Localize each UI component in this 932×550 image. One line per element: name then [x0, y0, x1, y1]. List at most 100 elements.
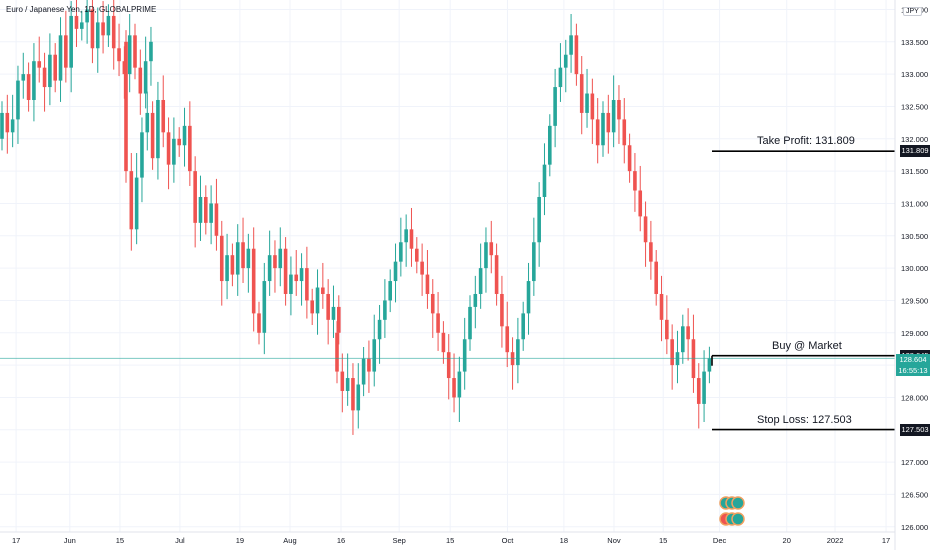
candle: [452, 353, 456, 413]
candle: [129, 153, 134, 251]
candle: [489, 220, 494, 274]
candle: [124, 30, 128, 183]
currency-badge[interactable]: JPY: [903, 7, 922, 16]
candle: [579, 56, 584, 135]
candle-body: [579, 74, 584, 113]
candle: [32, 43, 36, 122]
candle-body: [521, 313, 525, 340]
candle: [675, 330, 680, 384]
y-tick-label: 129.500: [901, 296, 928, 305]
candle-body: [225, 255, 229, 282]
y-tick-label: 130.000: [901, 264, 928, 273]
candle-body: [251, 248, 256, 314]
y-tick-label: 132.500: [901, 102, 928, 111]
candle: [638, 165, 643, 232]
candle-body: [484, 242, 488, 269]
candle: [563, 39, 568, 93]
candle-body: [127, 35, 132, 75]
candle: [241, 217, 245, 283]
candle: [659, 275, 664, 342]
candle-body: [58, 35, 63, 81]
candle: [166, 117, 171, 190]
x-tick-label: 20: [783, 536, 791, 545]
candle: [74, 0, 79, 47]
candle: [585, 68, 589, 128]
candle-body: [294, 274, 299, 282]
candle: [37, 36, 42, 83]
candle-body: [622, 119, 627, 146]
candle-body: [377, 319, 382, 340]
y-tick-label: 133.000: [901, 70, 928, 79]
candle-body: [649, 242, 653, 262]
candle-body: [335, 332, 339, 372]
candle-body: [230, 255, 235, 275]
candle: [468, 295, 472, 351]
candle: [69, 1, 73, 93]
y-tick-label: 131.500: [901, 167, 928, 176]
candle-body: [246, 248, 251, 269]
candle: [53, 43, 57, 93]
candle: [420, 243, 424, 296]
candle-body: [681, 326, 685, 353]
candle: [707, 346, 712, 384]
candle: [16, 65, 20, 144]
candle: [21, 52, 26, 99]
candle: [415, 237, 419, 274]
candle: [85, 0, 89, 44]
candle: [225, 233, 229, 300]
x-tick-label: 17: [12, 536, 20, 545]
candle-body: [37, 61, 42, 68]
candle-body: [643, 216, 648, 243]
candle-body: [188, 125, 192, 172]
x-tick-label: Aug: [283, 536, 296, 545]
symbol-title[interactable]: Euro / Japanese Yen, 1D, GLOBALPRIME: [6, 5, 157, 14]
candle: [209, 185, 213, 245]
candle: [299, 253, 304, 306]
y-tick-label: 131.000: [901, 199, 928, 208]
candle-body: [69, 15, 73, 68]
y-tick-label: 127.000: [901, 458, 928, 467]
candle: [686, 308, 690, 361]
bar-countdown: 16:55:13: [898, 366, 928, 376]
candle: [156, 81, 160, 180]
candle: [473, 275, 478, 329]
y-tick-label: 132.000: [901, 135, 928, 144]
candle-body: [156, 99, 160, 159]
candle: [117, 23, 121, 77]
candle-body: [702, 371, 706, 404]
candle-body: [415, 248, 419, 262]
candle-body: [64, 35, 68, 68]
x-tick-label: Sep: [392, 536, 405, 545]
candle-body: [5, 112, 10, 133]
candle: [505, 301, 510, 368]
candle-body: [48, 54, 52, 88]
candle-body: [367, 358, 371, 372]
candle: [257, 301, 261, 345]
candle: [188, 101, 192, 186]
candle: [553, 68, 557, 148]
candle-body: [665, 319, 669, 340]
candle-body: [53, 54, 57, 81]
events-icon-group[interactable]: [719, 496, 745, 526]
candle-body: [489, 242, 494, 256]
candle-body: [574, 35, 579, 75]
candle: [393, 243, 398, 303]
candle-body: [278, 248, 283, 269]
candle: [457, 356, 462, 423]
candle: [80, 10, 84, 41]
candle: [145, 91, 150, 151]
candle-body: [106, 15, 111, 36]
candle: [622, 98, 627, 164]
candle: [64, 10, 68, 83]
candle: [399, 217, 403, 277]
y-tick-label: 130.500: [901, 232, 928, 241]
candle: [574, 23, 579, 86]
candle-body: [16, 80, 20, 120]
candle-body: [446, 352, 451, 379]
buy-at-market-label: Buy @ Market: [772, 339, 842, 352]
candle: [526, 262, 531, 335]
candle-body: [257, 313, 261, 333]
candle: [681, 314, 685, 364]
